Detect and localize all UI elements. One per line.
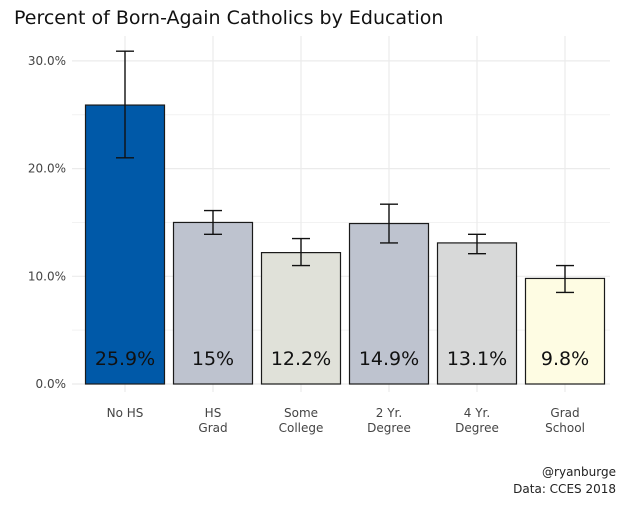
x-tick-label: Degree (367, 421, 411, 435)
x-tick-label: No HS (107, 406, 144, 420)
data-label: 13.1% (447, 348, 507, 370)
bar (348, 222, 430, 385)
data-label: 14.9% (359, 348, 419, 370)
x-tick-label: Some (284, 406, 318, 420)
y-tick-label: 20.0% (28, 162, 66, 176)
y-tick-label: 0.0% (36, 377, 67, 391)
x-tick-label: College (279, 421, 324, 435)
y-tick-label: 10.0% (28, 269, 66, 283)
data-label: 25.9% (95, 348, 155, 370)
x-tick-label: Grad (550, 406, 579, 420)
chart-title: Percent of Born-Again Catholics by Educa… (14, 7, 443, 29)
bar (172, 221, 254, 385)
x-tick-label: 4 Yr. (464, 406, 490, 420)
x-tick-label: Grad (198, 421, 227, 435)
bar (524, 277, 606, 385)
data-label: 15% (192, 348, 234, 370)
data-label: 12.2% (271, 348, 331, 370)
data-label: 9.8% (541, 348, 589, 370)
bar (260, 252, 342, 385)
x-tick-label: Degree (455, 421, 499, 435)
x-tick-label: 2 Yr. (376, 406, 402, 420)
y-tick-label: 30.0% (28, 54, 66, 68)
caption-source: Data: CCES 2018 (513, 482, 616, 496)
bar (436, 242, 518, 385)
x-tick-label: HS (205, 406, 222, 420)
x-tick-label: School (545, 421, 585, 435)
caption-author: @ryanburge (542, 465, 616, 479)
